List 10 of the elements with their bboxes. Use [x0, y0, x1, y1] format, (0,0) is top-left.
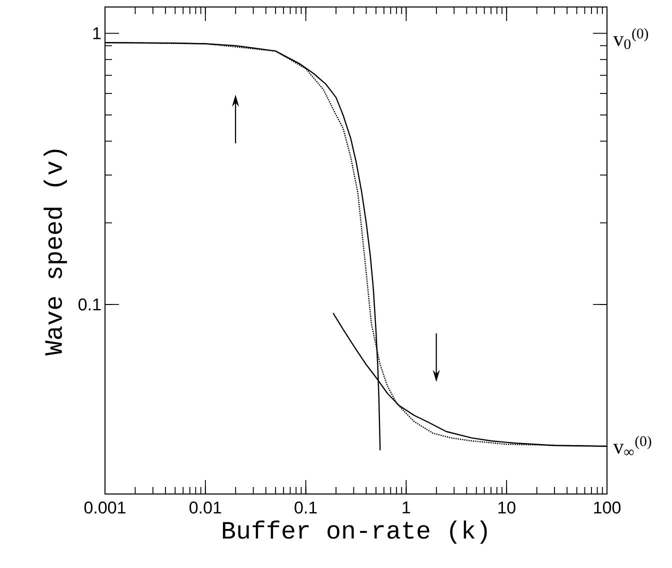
x-tick-label: 100 — [594, 502, 621, 514]
x-tick-label: 0.001 — [84, 502, 126, 514]
x-axis-title: Buffer on-rate (k) — [222, 520, 487, 544]
text: v$_{0}$(0) — [613, 28, 648, 50]
x-tick-label: 0.01 — [190, 502, 222, 514]
annotation: v$_{∞}$(0) — [613, 436, 652, 456]
x-tick-label: 0.1 — [294, 502, 317, 514]
y-axis-title: Wave speed (v) — [44, 150, 67, 356]
x-tick-label: 1 — [402, 502, 410, 514]
x-tick-label: 10 — [498, 502, 516, 514]
